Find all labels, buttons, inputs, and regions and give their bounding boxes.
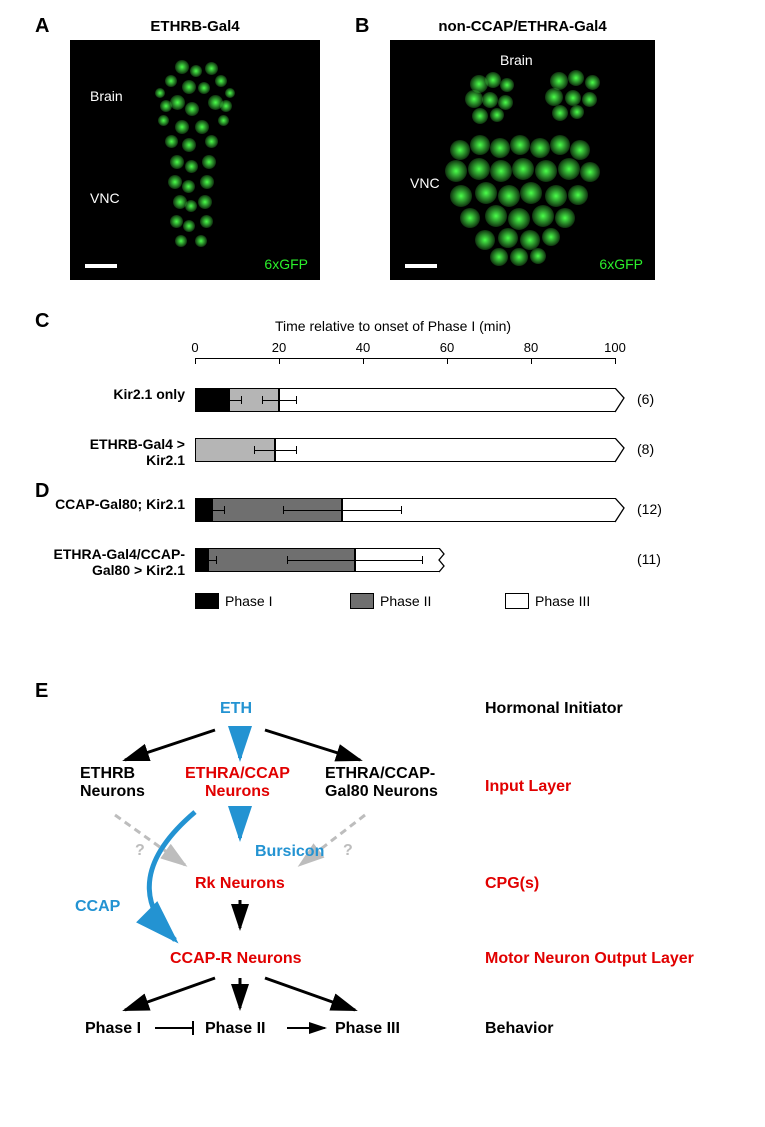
gfp-label-b: 6xGFP (599, 256, 643, 272)
panel-b-label: B (355, 15, 369, 38)
node-p3: Phase III (335, 1020, 400, 1038)
axis-tick (195, 358, 196, 364)
error-line (216, 400, 241, 401)
legend-box-p3 (505, 593, 529, 609)
n-label: (11) (637, 551, 661, 567)
bar-row-label: Kir2.1 only (25, 386, 185, 402)
error-line (262, 400, 296, 401)
error-cap (199, 506, 200, 514)
micrograph-b: Brain VNC 6xGFP (390, 40, 655, 280)
node-ethrb: ETHRB Neurons (80, 765, 145, 801)
label-hormonal: Hormonal Initiator (485, 700, 623, 718)
region-vnc-b: VNC (410, 175, 440, 191)
axis-tick (615, 358, 616, 364)
error-cap (216, 556, 217, 564)
scale-bar-a (85, 264, 117, 268)
node-ccap: CCAP (75, 898, 120, 916)
error-cap (216, 396, 217, 404)
legend-text-p1: Phase I (225, 593, 272, 609)
panel-b-title: non-CCAP/ETHRA-Gal4 (390, 18, 655, 35)
node-ethra-gal80: ETHRA/CCAP- Gal80 Neurons (325, 765, 438, 801)
error-cap (283, 506, 284, 514)
error-cap (422, 556, 423, 564)
error-cap (287, 556, 288, 564)
legend-box-p1 (195, 593, 219, 609)
label-input: Input Layer (485, 778, 571, 796)
axis-tick-label: 60 (435, 340, 459, 355)
bar-row-label: ETHRA-Gal4/CCAP- Gal80 > Kir2.1 (25, 546, 185, 578)
axis-tick-label: 40 (351, 340, 375, 355)
region-brain-b: Brain (500, 52, 533, 68)
axis-tick (531, 358, 532, 364)
micrograph-a: Brain VNC 6xGFP (70, 40, 320, 280)
error-line (199, 510, 224, 511)
bar-right-edge (614, 438, 628, 464)
scale-bar-b (405, 264, 437, 268)
bar-right-edge (614, 498, 628, 524)
error-cap (241, 396, 242, 404)
axis-tick-label: 20 (267, 340, 291, 355)
node-rk: Rk Neurons (195, 875, 285, 893)
diagram-svg: ? ? (35, 700, 735, 1120)
node-eth: ETH (220, 700, 252, 718)
error-line (283, 510, 401, 511)
error-cap (296, 396, 297, 404)
bar-row-label: CCAP-Gal80; Kir2.1 (25, 496, 185, 512)
error-cap (262, 396, 263, 404)
n-label: (8) (637, 441, 654, 457)
x-axis (195, 358, 615, 359)
axis-title: Time relative to onset of Phase I (min) (275, 318, 511, 334)
bar-phase3 (275, 438, 615, 462)
error-cap (199, 556, 200, 564)
node-ethra-ccap: ETHRA/CCAP Neurons (185, 765, 290, 801)
legend-box-p2 (350, 593, 374, 609)
axis-tick (363, 358, 364, 364)
axis-tick (447, 358, 448, 364)
node-ccapr: CCAP-R Neurons (170, 950, 302, 968)
node-p1: Phase I (85, 1020, 141, 1038)
node-bursicon: Bursicon (255, 843, 324, 861)
bar-right-edge (614, 388, 628, 414)
bar-right-edge (438, 548, 452, 574)
error-cap (224, 506, 225, 514)
axis-tick (279, 358, 280, 364)
axis-tick-label: 0 (183, 340, 207, 355)
error-line (199, 560, 216, 561)
panel-a-title: ETHRB-Gal4 (90, 18, 300, 35)
axis-tick-label: 80 (519, 340, 543, 355)
error-line (287, 560, 421, 561)
legend-text-p2: Phase II (380, 593, 431, 609)
region-brain-a: Brain (90, 88, 123, 104)
panel-c-label: C (35, 310, 49, 333)
region-vnc-a: VNC (90, 190, 120, 206)
label-motor: Motor Neuron Output Layer (485, 950, 694, 968)
gfp-label-a: 6xGFP (264, 256, 308, 272)
n-label: (12) (637, 501, 662, 517)
bar-phase3 (279, 388, 615, 412)
svg-text:?: ? (135, 842, 145, 859)
error-cap (254, 446, 255, 454)
legend-text-p3: Phase III (535, 593, 590, 609)
error-cap (401, 506, 402, 514)
panel-a-label: A (35, 15, 49, 38)
n-label: (6) (637, 391, 654, 407)
bar-row-label: ETHRB-Gal4 > Kir2.1 (25, 436, 185, 468)
label-behavior: Behavior (485, 1020, 553, 1038)
axis-tick-label: 100 (603, 340, 627, 355)
svg-text:?: ? (343, 842, 353, 859)
error-line (254, 450, 296, 451)
node-p2: Phase II (205, 1020, 265, 1038)
error-cap (296, 446, 297, 454)
label-cpg: CPG(s) (485, 875, 539, 893)
